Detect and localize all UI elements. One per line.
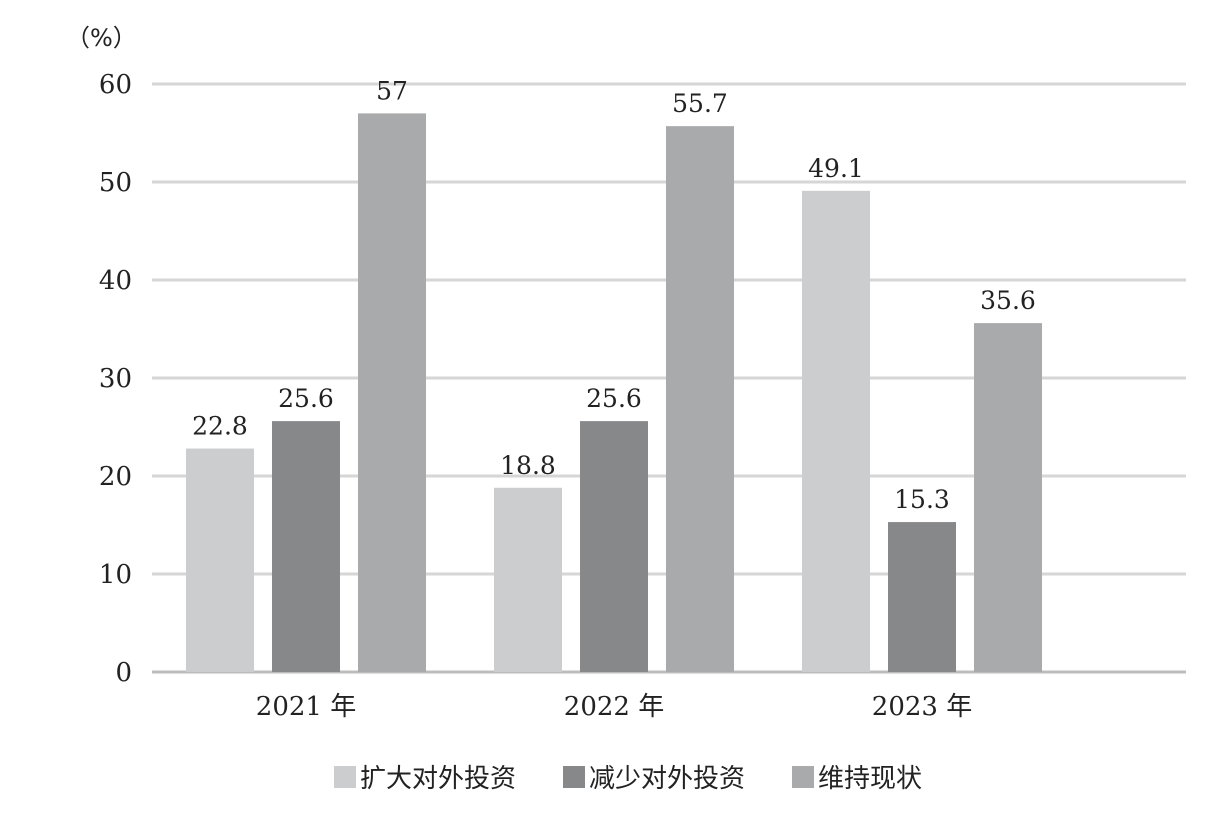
legend-swatch bbox=[792, 766, 814, 788]
bar bbox=[666, 126, 734, 672]
x-category-label: 2022 年 bbox=[564, 692, 664, 722]
data-label: 57 bbox=[376, 76, 408, 105]
data-label: 25.6 bbox=[278, 384, 334, 413]
legend-label: 维持现状 bbox=[818, 764, 922, 794]
y-tick-label: 40 bbox=[99, 266, 132, 296]
x-category-label: 2021 年 bbox=[256, 692, 356, 722]
bar bbox=[358, 113, 426, 672]
legend-label: 扩大对外投资 bbox=[360, 764, 516, 794]
data-label: 25.6 bbox=[586, 384, 642, 413]
y-tick-label: 30 bbox=[99, 364, 132, 394]
data-label: 35.6 bbox=[980, 286, 1036, 315]
bar bbox=[802, 190, 870, 672]
bars bbox=[186, 113, 1042, 672]
bar bbox=[186, 448, 254, 672]
legend-label: 减少对外投资 bbox=[589, 764, 745, 794]
bar bbox=[580, 421, 648, 672]
y-tick-label: 0 bbox=[115, 658, 132, 688]
data-label: 18.8 bbox=[500, 451, 556, 480]
legend-swatch bbox=[563, 766, 585, 788]
bar bbox=[974, 323, 1042, 672]
bar bbox=[494, 487, 562, 672]
y-tick-label: 10 bbox=[99, 560, 132, 590]
x-axis-categories: 2021 年 2022 年 2023 年 bbox=[256, 692, 972, 722]
y-tick-label: 60 bbox=[99, 70, 132, 100]
x-category-label: 2023 年 bbox=[872, 692, 972, 722]
y-axis-unit-label: （%） bbox=[66, 24, 137, 52]
data-labels: 22.8 25.6 57 18.8 25.6 55.7 49.1 15.3 35.6 bbox=[192, 76, 1036, 514]
y-tick-label: 50 bbox=[99, 168, 132, 198]
data-label: 22.8 bbox=[192, 412, 248, 441]
y-axis-ticks: 0 10 20 30 40 50 60 bbox=[99, 70, 132, 688]
legend-swatch bbox=[334, 766, 356, 788]
data-label: 15.3 bbox=[894, 485, 950, 514]
y-tick-label: 20 bbox=[99, 462, 132, 492]
data-label: 55.7 bbox=[672, 89, 728, 118]
bar bbox=[272, 421, 340, 672]
bar bbox=[888, 522, 956, 672]
data-label: 49.1 bbox=[808, 154, 864, 183]
legend: 扩大对外投资 减少对外投资 维持现状 bbox=[334, 764, 922, 794]
